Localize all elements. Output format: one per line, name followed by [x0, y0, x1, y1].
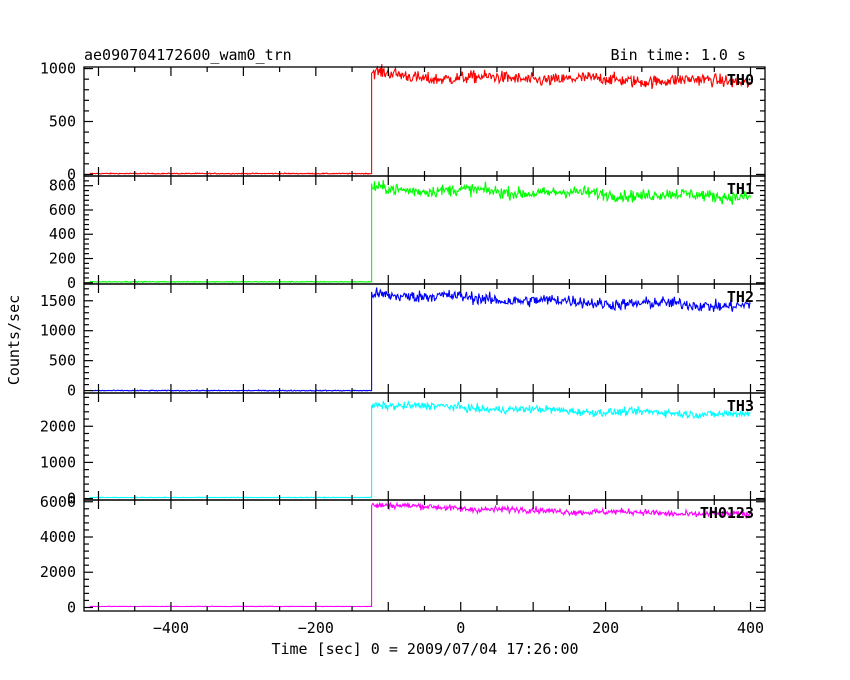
series-line-th3	[89, 400, 751, 499]
y-tick-label: 400	[49, 225, 76, 243]
panel-frame	[83, 392, 766, 501]
y-tick-label: 0	[67, 165, 76, 183]
x-tick-label: 0	[456, 619, 465, 637]
panel-th1: 0 200 400 600 800 TH1	[49, 175, 766, 292]
series-line-th1	[89, 179, 752, 284]
panel-th0: 0 500 1000 TH0	[40, 60, 766, 183]
y-tick-label: 0	[67, 598, 76, 616]
x-axis-label: Time [sec] 0 = 2009/07/04 17:26:00	[271, 640, 578, 658]
series-label-th0: TH0	[727, 71, 754, 89]
x-tick-label: 200	[592, 619, 619, 637]
panel-frame	[83, 66, 766, 177]
series-line-th0123	[89, 501, 752, 608]
y-axis-label: Counts/sec	[5, 295, 23, 385]
y-tick-label: 1000	[40, 453, 76, 471]
y-tick-label: 0	[67, 274, 76, 292]
x-tick-label: 400	[737, 619, 764, 637]
y-tick-label: 4000	[40, 528, 76, 546]
series-label-th0123: TH0123	[700, 504, 754, 522]
panel-th0123: 0 2000 4000 6000 TH0123	[40, 493, 766, 616]
y-tick-label: 800	[49, 177, 76, 195]
y-tick-label: 6000	[40, 493, 76, 511]
y-tick-label: 2000	[40, 563, 76, 581]
y-tick-label: 600	[49, 201, 76, 219]
y-tick-label: 1000	[40, 60, 76, 78]
panels-group: 0 500 1000 TH0 0 200 400 600 800 TH1 0 500 1000 1500 T…	[40, 60, 766, 637]
y-tick-label: 0	[67, 490, 76, 508]
series-label-th3: TH3	[727, 397, 754, 415]
series-label-th2: TH2	[727, 288, 754, 306]
y-tick-label: 1000	[40, 322, 76, 340]
panel-frame	[83, 499, 766, 612]
x-tick-label: −400	[153, 619, 189, 637]
y-tick-label: 500	[49, 113, 76, 131]
bin-time-label: Bin time: 1.0 s	[611, 46, 746, 64]
panel-th2: 0 500 1000 1500 TH2	[40, 283, 766, 400]
y-tick-label: 0	[67, 382, 76, 400]
y-tick-label: 200	[49, 250, 76, 268]
panel-th3: 0 1000 2000 TH3	[40, 392, 766, 508]
y-tick-label: 500	[49, 352, 76, 370]
series-line-th2	[89, 287, 751, 392]
series-line-th0	[89, 64, 751, 176]
series-label-th1: TH1	[727, 180, 754, 198]
x-tick-label: −200	[298, 619, 334, 637]
chart-title: ae090704172600_wam0_trn	[84, 46, 292, 64]
y-tick-label: 2000	[40, 417, 76, 435]
y-tick-label: 1500	[40, 292, 76, 310]
